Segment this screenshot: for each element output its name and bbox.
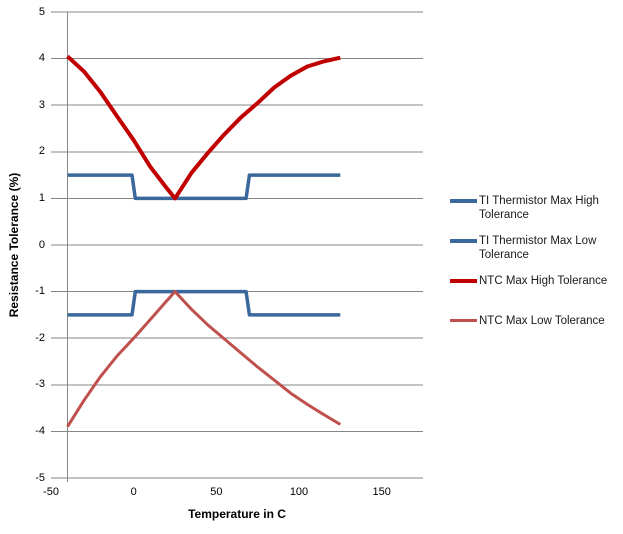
legend-line-swatch [450, 239, 477, 243]
series-ti-thermistor-max-low-tolerance [67, 289, 341, 317]
y-tick-label: 4 [38, 52, 45, 65]
x-tick-label: 150 [372, 486, 391, 498]
y-axis-title: Resistance Tolerance (%) [7, 172, 21, 318]
gridlines [51, 11, 423, 482]
legend-item-label: TI Thermistor Max High Tolerance [479, 195, 599, 221]
x-tick-label: -50 [43, 486, 59, 498]
series-ti-thermistor-max-high-tolerance [67, 173, 341, 201]
x-tick-label: 100 [289, 486, 309, 498]
y-tick-label: -1 [35, 285, 45, 298]
series-ntc-max-high-tolerance [66, 54, 341, 201]
legend-item-label: NTC Max High Tolerance [479, 275, 608, 287]
legend-line-swatch [450, 319, 477, 322]
y-tick-label: 1 [38, 191, 45, 204]
y-tick-label: -3 [35, 378, 45, 391]
legend: TI Thermistor Max High Tolerance TI Therm… [450, 194, 620, 354]
legend-item-label: NTC Max Low Tolerance [479, 315, 605, 327]
legend-line-swatch [450, 199, 477, 203]
legend-item: TI Thermistor Max High Tolerance [450, 194, 620, 234]
y-tick-label: 0 [38, 238, 45, 251]
legend-item: NTC Max Low Tolerance [450, 314, 620, 354]
x-tick-label: 50 [210, 486, 223, 498]
legend-item: NTC Max High Tolerance [450, 274, 620, 314]
x-axis-title: Temperature in C [188, 507, 286, 521]
series-ntc-max-low-tolerance [66, 290, 342, 428]
y-tick-label: 3 [38, 98, 45, 111]
y-tick-label: 2 [38, 145, 45, 158]
y-tick-label: 5 [38, 5, 45, 18]
legend-line-swatch [450, 279, 477, 283]
y-tick-label: -4 [35, 424, 45, 437]
y-tick-label: -2 [35, 331, 45, 344]
y-tick-label: -5 [35, 471, 45, 484]
legend-item: TI Thermistor Max Low Tolerance [450, 234, 620, 274]
x-tick-label: 0 [130, 486, 137, 498]
legend-item-label: TI Thermistor Max Low Tolerance [479, 235, 597, 261]
